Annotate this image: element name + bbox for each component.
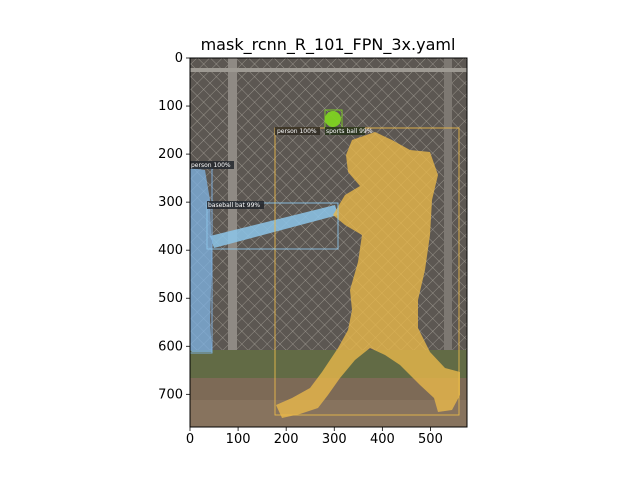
fence-rail xyxy=(190,68,467,72)
det-label-bg xyxy=(275,127,320,135)
x-tick-label: 300 xyxy=(322,432,347,447)
x-tick-label: 100 xyxy=(226,432,251,447)
x-tick-label: 0 xyxy=(186,432,194,447)
y-tick-label: 600 xyxy=(158,339,183,354)
fence-post xyxy=(444,58,452,353)
y-tick-label: 500 xyxy=(158,291,183,306)
det-label-bg xyxy=(325,127,365,135)
y-axis: 0 100 200 300 400 500 600 700 xyxy=(158,51,190,402)
det-label-person-batter: person 100% xyxy=(277,128,317,135)
detection-boxes: person 100% person 100% baseball bat 99%… xyxy=(189,109,460,416)
bbox-baseball-bat xyxy=(206,202,339,250)
y-tick-label: 100 xyxy=(158,99,183,114)
photo xyxy=(190,58,467,427)
person-mask-batter xyxy=(276,132,460,418)
axes-frame xyxy=(189,57,468,428)
person-mask-left xyxy=(190,168,212,352)
y-tick-label: 200 xyxy=(158,147,183,162)
det-label-person-left: person 100% xyxy=(191,162,231,169)
x-tick-label: 200 xyxy=(274,432,299,447)
y-tick-label: 400 xyxy=(158,243,183,258)
sports-ball-mask xyxy=(325,111,341,127)
figure-title: mask_rcnn_R_101_FPN_3x.yaml xyxy=(201,35,456,55)
y-tick-label: 0 xyxy=(175,51,183,66)
x-axis: 0 100 200 300 400 500 xyxy=(186,427,443,447)
det-label-baseball-bat: baseball bat 99% xyxy=(208,202,260,209)
baseball-bat-mask xyxy=(210,205,338,248)
det-label-bg xyxy=(190,161,234,169)
x-tick-label: 400 xyxy=(370,432,395,447)
y-tick-label: 300 xyxy=(158,195,183,210)
dirt-mound xyxy=(190,400,467,427)
det-label-bg xyxy=(207,201,264,209)
x-tick-label: 500 xyxy=(418,432,443,447)
y-tick-label: 700 xyxy=(158,387,183,402)
det-label-sports-ball: sports ball 99% xyxy=(326,128,373,135)
bbox-person-batter xyxy=(274,127,460,416)
